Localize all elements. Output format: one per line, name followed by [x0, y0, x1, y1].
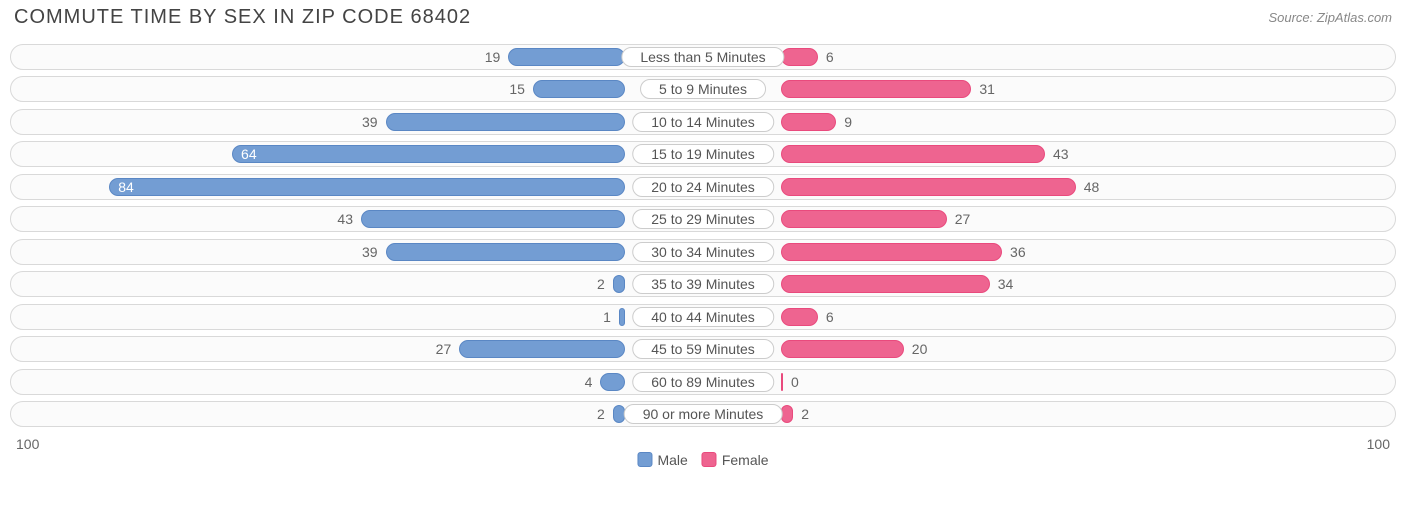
male-bar: [459, 340, 625, 358]
female-value: 48: [1076, 179, 1108, 195]
male-value: 4: [577, 374, 601, 390]
male-bar: [386, 113, 625, 131]
male-value: 84: [110, 179, 142, 195]
female-value: 27: [947, 211, 979, 227]
male-value: 15: [501, 81, 533, 97]
row-label: Less than 5 Minutes: [621, 47, 784, 67]
female-bar: [781, 405, 793, 423]
chart-header: COMMUTE TIME BY SEX IN ZIP CODE 68402 So…: [10, 6, 1396, 37]
chart-footer: 100 100 Male Female: [10, 434, 1396, 458]
female-bar: [781, 145, 1045, 163]
female-value: 2: [793, 406, 817, 422]
row-label: 30 to 34 Minutes: [632, 242, 774, 262]
row-label: 15 to 19 Minutes: [632, 144, 774, 164]
male-value: 39: [354, 244, 386, 260]
male-bar: [619, 308, 625, 326]
female-value: 36: [1002, 244, 1034, 260]
male-bar: 64: [232, 145, 625, 163]
table-row: 27 20 45 to 59 Minutes: [10, 336, 1396, 362]
male-value: 2: [589, 406, 613, 422]
female-bar: [781, 178, 1076, 196]
legend: Male Female: [637, 452, 768, 468]
female-bar: [781, 243, 1002, 261]
table-row: 19 6 Less than 5 Minutes: [10, 44, 1396, 70]
male-value: 19: [477, 49, 509, 65]
female-bar: [781, 340, 904, 358]
row-label: 25 to 29 Minutes: [632, 209, 774, 229]
table-row: 1 6 40 to 44 Minutes: [10, 304, 1396, 330]
female-swatch: [702, 452, 717, 467]
male-value: 43: [329, 211, 361, 227]
male-bar: [361, 210, 625, 228]
female-bar: [781, 80, 971, 98]
legend-male-label: Male: [657, 452, 687, 468]
table-row: 64 43 15 to 19 Minutes: [10, 141, 1396, 167]
commute-chart: COMMUTE TIME BY SEX IN ZIP CODE 68402 So…: [0, 0, 1406, 523]
female-value: 6: [818, 309, 842, 325]
row-label: 35 to 39 Minutes: [632, 274, 774, 294]
male-value: 2: [589, 276, 613, 292]
male-value: 27: [428, 341, 460, 357]
row-label: 90 or more Minutes: [624, 404, 783, 424]
table-row: 2 34 35 to 39 Minutes: [10, 271, 1396, 297]
axis-right: 100: [1367, 436, 1390, 452]
table-row: 84 48 20 to 24 Minutes: [10, 174, 1396, 200]
table-row: 4 0 60 to 89 Minutes: [10, 369, 1396, 395]
axis-labels: 100 100: [10, 434, 1396, 452]
female-value: 0: [783, 374, 807, 390]
male-value: 64: [233, 146, 265, 162]
table-row: 39 36 30 to 34 Minutes: [10, 239, 1396, 265]
female-bar: [781, 275, 990, 293]
chart-title: COMMUTE TIME BY SEX IN ZIP CODE 68402: [14, 6, 471, 29]
row-label: 45 to 59 Minutes: [632, 339, 774, 359]
male-value: 39: [354, 114, 386, 130]
male-swatch: [637, 452, 652, 467]
legend-female: Female: [702, 452, 769, 468]
row-label: 20 to 24 Minutes: [632, 177, 774, 197]
male-value: 1: [595, 309, 619, 325]
male-bar: [533, 80, 625, 98]
female-value: 6: [818, 49, 842, 65]
row-label: 40 to 44 Minutes: [632, 307, 774, 327]
female-bar: [781, 308, 818, 326]
female-value: 34: [990, 276, 1022, 292]
row-label: 10 to 14 Minutes: [632, 112, 774, 132]
female-bar: [781, 113, 836, 131]
chart-source: Source: ZipAtlas.com: [1268, 6, 1392, 25]
male-bar: [613, 275, 625, 293]
male-bar: [386, 243, 625, 261]
female-value: 31: [971, 81, 1003, 97]
axis-left: 100: [16, 436, 39, 452]
table-row: 2 2 90 or more Minutes: [10, 401, 1396, 427]
table-row: 43 27 25 to 29 Minutes: [10, 206, 1396, 232]
female-value: 9: [836, 114, 860, 130]
female-bar: [781, 48, 818, 66]
male-bar: [508, 48, 625, 66]
chart-rows: 196Less than 5 Minutes15315 to 9 Minutes…: [10, 44, 1396, 428]
table-row: 39 9 10 to 14 Minutes: [10, 109, 1396, 135]
male-bar: [600, 373, 625, 391]
legend-male: Male: [637, 452, 687, 468]
legend-female-label: Female: [722, 452, 769, 468]
row-label: 60 to 89 Minutes: [632, 372, 774, 392]
female-bar: [781, 210, 947, 228]
table-row: 15 31 5 to 9 Minutes: [10, 76, 1396, 102]
row-label: 5 to 9 Minutes: [640, 79, 766, 99]
male-bar: 84: [109, 178, 625, 196]
female-value: 43: [1045, 146, 1077, 162]
female-value: 20: [904, 341, 936, 357]
